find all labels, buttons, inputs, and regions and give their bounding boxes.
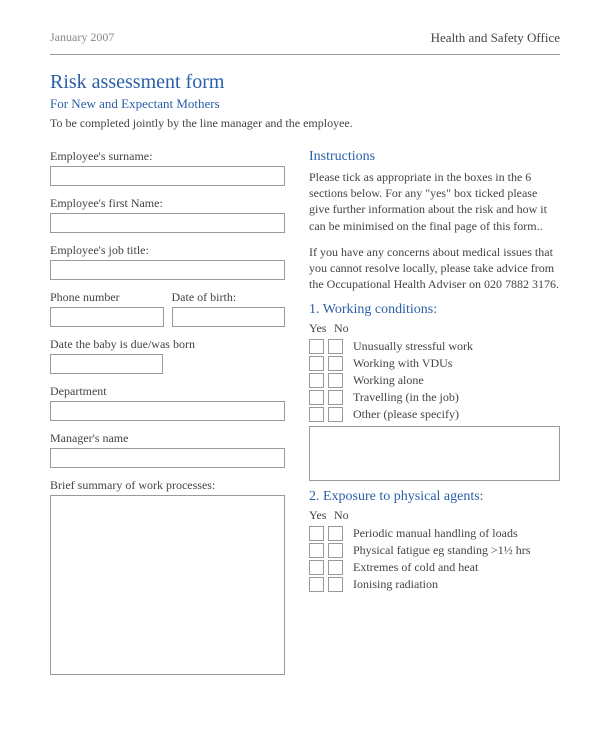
page-header: January 2007 Health and Safety Office (50, 30, 560, 46)
section2-row-3: Ionising radiation (309, 577, 560, 592)
section2-label-1: Physical fatigue eg standing >1½ hrs (353, 543, 530, 558)
section1-row-0: Unusually stressful work (309, 339, 560, 354)
header-rule (50, 54, 560, 55)
section2-no-label: No (334, 508, 349, 522)
instructions-para1: Please tick as appropriate in the boxes … (309, 169, 560, 234)
section1-row-4: Other (please specify) (309, 407, 560, 422)
section2-yes-checkbox-3[interactable] (309, 577, 324, 592)
header-date: January 2007 (50, 30, 114, 46)
phone-input[interactable] (50, 307, 164, 327)
section2-yes-checkbox-2[interactable] (309, 560, 324, 575)
department-label: Department (50, 384, 285, 399)
section1-label-0: Unusually stressful work (353, 339, 473, 354)
section2-label-3: Ionising radiation (353, 577, 438, 592)
section2-yes-checkbox-1[interactable] (309, 543, 324, 558)
section1-label-3: Travelling (in the job) (353, 390, 459, 405)
section2-no-checkbox-0[interactable] (328, 526, 343, 541)
duedate-label: Date the baby is due/was born (50, 337, 285, 352)
summary-textarea[interactable] (50, 495, 285, 675)
section2-no-checkbox-2[interactable] (328, 560, 343, 575)
dob-input[interactable] (172, 307, 286, 327)
instructions-para2: If you have any concerns about medical i… (309, 244, 560, 293)
dob-label: Date of birth: (172, 290, 286, 305)
form-instruction-line: To be completed jointly by the line mana… (50, 116, 560, 131)
surname-input[interactable] (50, 166, 285, 186)
firstname-input[interactable] (50, 213, 285, 233)
section1-yes-checkbox-1[interactable] (309, 356, 324, 371)
section1-no-checkbox-1[interactable] (328, 356, 343, 371)
section2-heading: 2. Exposure to physical agents: (309, 489, 560, 505)
section2-yesno: Yes No (309, 508, 560, 523)
section1-yesno: Yes No (309, 321, 560, 336)
section2-label-2: Extremes of cold and heat (353, 560, 478, 575)
section1-no-checkbox-0[interactable] (328, 339, 343, 354)
right-column: Instructions Please tick as appropriate … (309, 149, 560, 679)
section1-row-3: Travelling (in the job) (309, 390, 560, 405)
section2-yes-label: Yes (309, 508, 331, 523)
manager-input[interactable] (50, 448, 285, 468)
firstname-label: Employee's first Name: (50, 196, 285, 211)
jobtitle-label: Employee's job title: (50, 243, 285, 258)
section1-heading: 1. Working conditions: (309, 302, 560, 318)
form-subtitle: For New and Expectant Mothers (50, 96, 560, 112)
section1-yes-label: Yes (309, 321, 331, 336)
phone-label: Phone number (50, 290, 164, 305)
header-office: Health and Safety Office (431, 30, 560, 46)
section2-no-checkbox-1[interactable] (328, 543, 343, 558)
section2-label-0: Periodic manual handling of loads (353, 526, 518, 541)
section1-no-checkbox-4[interactable] (328, 407, 343, 422)
section1-yes-checkbox-0[interactable] (309, 339, 324, 354)
section1-no-label: No (334, 321, 349, 335)
instructions-heading: Instructions (309, 149, 560, 165)
section1-yes-checkbox-2[interactable] (309, 373, 324, 388)
section1-no-checkbox-2[interactable] (328, 373, 343, 388)
form-columns: Employee's surname: Employee's first Nam… (50, 149, 560, 679)
section1-yes-checkbox-4[interactable] (309, 407, 324, 422)
section1-yes-checkbox-3[interactable] (309, 390, 324, 405)
section2-row-0: Periodic manual handling of loads (309, 526, 560, 541)
section1-row-1: Working with VDUs (309, 356, 560, 371)
section1-row-2: Working alone (309, 373, 560, 388)
jobtitle-input[interactable] (50, 260, 285, 280)
surname-label: Employee's surname: (50, 149, 285, 164)
section1-label-1: Working with VDUs (353, 356, 452, 371)
department-input[interactable] (50, 401, 285, 421)
section1-label-4: Other (please specify) (353, 407, 459, 422)
summary-label: Brief summary of work processes: (50, 478, 285, 493)
left-column: Employee's surname: Employee's first Nam… (50, 149, 285, 679)
duedate-input[interactable] (50, 354, 163, 374)
section1-specify-box[interactable] (309, 426, 560, 481)
section2-row-2: Extremes of cold and heat (309, 560, 560, 575)
section2-no-checkbox-3[interactable] (328, 577, 343, 592)
manager-label: Manager's name (50, 431, 285, 446)
section1-no-checkbox-3[interactable] (328, 390, 343, 405)
section1-label-2: Working alone (353, 373, 424, 388)
section2-yes-checkbox-0[interactable] (309, 526, 324, 541)
form-title: Risk assessment form (50, 71, 560, 94)
section2-row-1: Physical fatigue eg standing >1½ hrs (309, 543, 560, 558)
